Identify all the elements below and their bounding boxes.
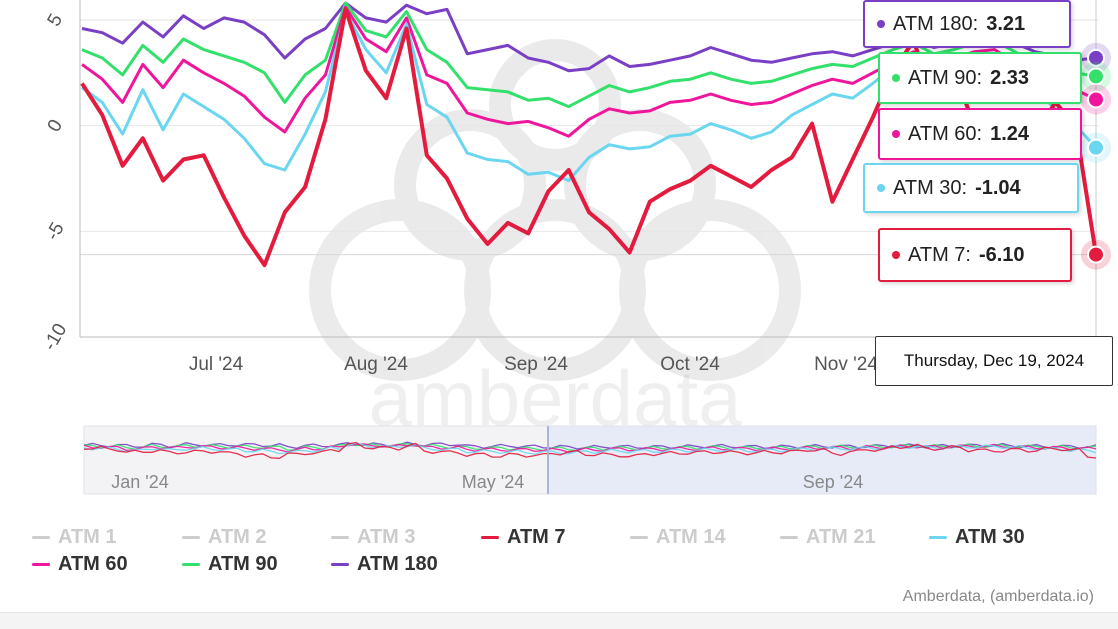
tooltip-label: ATM 60: [908,122,983,145]
legend-swatch [32,536,50,539]
navigator-lines [83,441,1097,459]
legend-label: ATM 90 [208,553,278,575]
x-tick-label: Oct '24 [660,354,720,375]
legend-swatch [182,536,200,539]
legend-swatch [32,563,50,566]
navigator-series-line [83,441,1097,459]
x-tick-label: Jul '24 [189,354,244,375]
legend: ATM 1 ATM 2 ATM 3 ATM 7 ATM 14 ATM 21 ATM 30 AT… [0,520,1118,590]
x-tick-label: Nov '24 [814,354,878,375]
legend-item-atm-60[interactable]: ATM 60 [32,553,128,576]
series-tooltip: ATM 7: -6.10 [878,228,1072,282]
marker-point [1087,138,1105,157]
series-tooltip: ATM 180: 3.21 [863,0,1071,48]
tooltip-label: ATM 90: [908,66,983,89]
legend-swatch [481,536,499,539]
tooltip-dot [892,251,900,259]
tooltip-dot [877,184,885,192]
legend-label: ATM 3 [357,526,416,548]
marker-point [1087,48,1105,67]
tooltip-label: ATM 30: [893,176,968,199]
bottom-toolbar [0,612,1118,629]
y-tick-label: 0 [44,116,67,136]
y-tick-label: -5 [42,219,69,244]
tooltip-label: ATM 180: [893,12,979,35]
tooltip-dot [877,20,885,28]
tooltip-dot [892,130,900,138]
legend-item-atm-2[interactable]: ATM 2 [182,526,267,549]
tooltip-value: -6.10 [978,243,1025,266]
legend-item-atm-1[interactable]: ATM 1 [32,526,117,549]
navigator-labels: Jan '24 May '24 Sep '24 [111,472,863,492]
navigator-series-line [83,442,1097,455]
y-tick-label: 5 [44,10,67,30]
legend-label: ATM 1 [58,526,117,548]
legend-swatch [182,563,200,566]
navigator-series-line [83,443,1097,452]
y-axis-ticks: 5 0 -5 -10 [39,10,71,354]
marker-point [1087,245,1105,264]
series-tooltip: ATM 90: 2.33 [878,52,1082,104]
tooltip-value: 1.24 [990,122,1030,145]
marker-point [1087,90,1105,109]
navigator-label: May '24 [462,472,524,492]
legend-item-atm-90[interactable]: ATM 90 [182,553,278,576]
date-tooltip-text: Thursday, Dec 19, 2024 [903,351,1085,370]
navigator-label: Jan '24 [111,472,168,492]
tooltip-value: 3.21 [986,12,1026,35]
legend-label: ATM 21 [806,526,876,548]
legend-label: ATM 14 [656,526,726,548]
legend-label: ATM 60 [58,553,128,575]
legend-item-atm-3[interactable]: ATM 3 [331,526,416,549]
legend-swatch [630,536,648,539]
navigator-label: Sep '24 [803,472,864,492]
watermark-logo [309,39,801,381]
series-tooltip: ATM 30: -1.04 [863,163,1079,213]
tooltip-value: -1.04 [975,176,1021,199]
series-line-atm-90 [81,1,1097,109]
legend-label: ATM 180 [357,553,438,575]
legend-swatch [331,563,349,566]
tooltip-value: 2.33 [990,66,1030,89]
y-tick-label: -10 [39,320,71,354]
legend-label: ATM 7 [507,526,566,548]
navigator-selection[interactable] [548,426,1096,494]
x-axis-ticks: Jul '24 Aug '24 Sep '24 Oct '24 Nov '24 [189,354,879,375]
legend-item-atm-14[interactable]: ATM 14 [630,526,726,549]
legend-label: ATM 2 [208,526,267,548]
legend-item-atm-30[interactable]: ATM 30 [929,526,1025,549]
legend-swatch [331,536,349,539]
legend-item-atm-7[interactable]: ATM 7 [481,526,566,549]
x-tick-label: Sep '24 [504,354,568,375]
legend-item-atm-21[interactable]: ATM 21 [780,526,876,549]
x-tick-label: Aug '24 [344,354,408,375]
credit-text[interactable]: Amberdata, (amberdata.io) [902,588,1094,605]
marker-point [1087,67,1105,86]
hover-markers [1081,42,1111,270]
date-tooltip: Thursday, Dec 19, 2024 [875,336,1113,386]
tooltip-label: ATM 7: [908,243,971,266]
tooltip-dot [892,74,900,82]
legend-label: ATM 30 [955,526,1025,548]
legend-item-atm-180[interactable]: ATM 180 [331,553,438,576]
legend-swatch [929,536,947,539]
legend-swatch [780,536,798,539]
series-tooltip: ATM 60: 1.24 [878,108,1082,160]
